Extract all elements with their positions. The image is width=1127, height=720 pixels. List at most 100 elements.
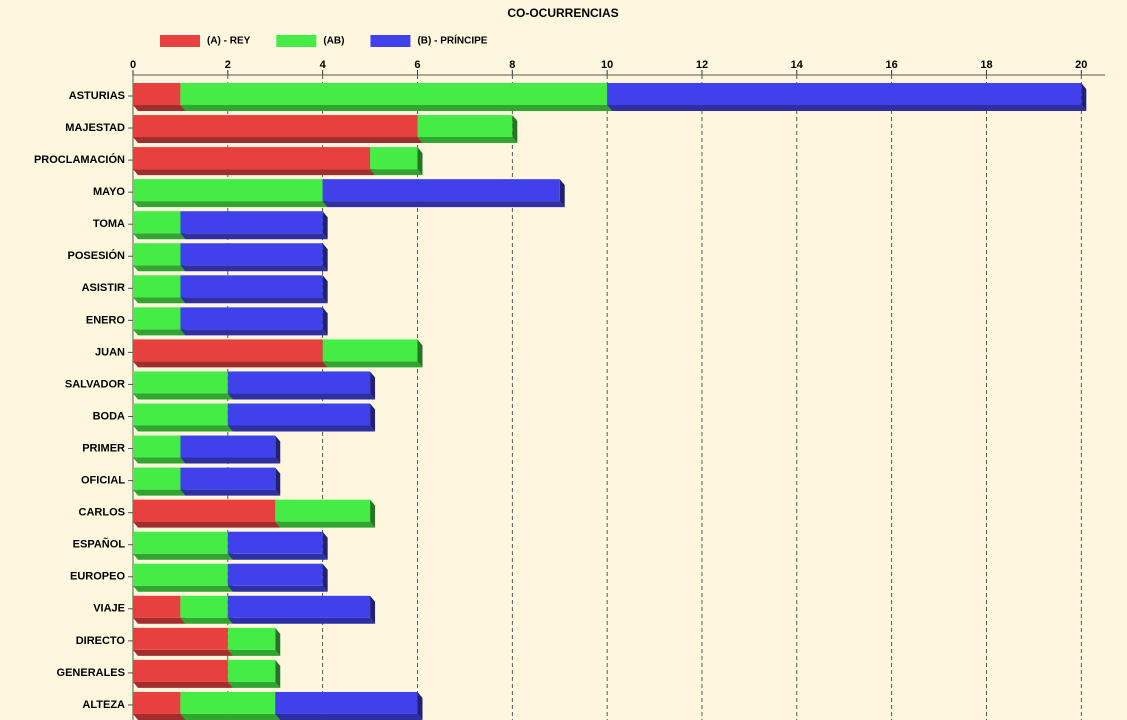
x-tick-label: 20 — [1075, 59, 1087, 71]
bar — [133, 179, 323, 202]
y-tick-label: ASTURIAS — [69, 90, 125, 102]
legend-label: (A) - REY — [207, 36, 251, 47]
bar-depth — [133, 393, 233, 400]
bar — [180, 243, 323, 266]
bar-depth — [180, 233, 328, 240]
bar — [133, 211, 181, 234]
bar — [133, 595, 181, 618]
y-tick-label: PROCLAMACIÓN — [34, 153, 125, 166]
legend-swatch — [160, 35, 200, 47]
bar — [227, 563, 323, 586]
bar-depth — [180, 265, 328, 272]
bar-side — [370, 403, 376, 432]
y-tick-label: GENERALES — [57, 667, 125, 679]
legend-label: (AB) — [323, 36, 344, 47]
bar-depth — [133, 553, 233, 560]
bar-depth — [180, 297, 328, 304]
bar-depth — [180, 713, 281, 720]
x-tick-label: 8 — [509, 59, 515, 71]
y-tick-label: POSESIÓN — [68, 249, 126, 262]
bar-depth — [227, 585, 328, 592]
bar-depth — [133, 137, 423, 144]
bar-side — [370, 499, 376, 528]
y-tick-label: VIAJE — [93, 603, 125, 615]
y-tick-label: ASISTIR — [82, 282, 125, 294]
bar — [180, 467, 276, 490]
bar-depth — [227, 393, 376, 400]
bar — [133, 275, 181, 298]
bar — [133, 627, 228, 650]
bar — [133, 435, 181, 458]
y-tick-label: ESPAÑOL — [73, 538, 126, 551]
bar — [227, 627, 276, 650]
bar-depth — [180, 617, 233, 624]
x-tick-label: 12 — [696, 59, 708, 71]
x-tick-label: 14 — [791, 59, 804, 71]
x-tick-label: 18 — [980, 59, 992, 71]
bar-side — [1081, 83, 1087, 111]
bar-side — [275, 627, 281, 656]
bar-depth — [227, 649, 281, 656]
bar-depth — [180, 457, 281, 464]
bar — [227, 403, 371, 426]
y-tick-label: EUROPEO — [70, 571, 125, 583]
bar — [133, 403, 228, 426]
x-tick-label: 6 — [414, 59, 420, 71]
bar-side — [417, 339, 423, 368]
x-tick-label: 2 — [225, 59, 231, 71]
bar-side — [512, 115, 518, 144]
bar — [133, 115, 418, 138]
bar — [227, 531, 323, 554]
bar — [180, 275, 323, 298]
bar — [607, 83, 1082, 105]
bar-depth — [370, 169, 423, 176]
bar-depth — [322, 361, 423, 368]
bar-side — [322, 307, 328, 336]
bar-side — [322, 243, 328, 272]
y-tick-label: ALTEZA — [82, 699, 125, 711]
y-tick-label: ENERO — [86, 314, 126, 326]
y-tick-label: CARLOS — [79, 507, 125, 519]
bar — [133, 531, 228, 554]
bar — [417, 115, 513, 138]
bar-depth — [322, 201, 565, 208]
bar-side — [370, 595, 376, 624]
bar — [275, 499, 371, 522]
bar-depth — [133, 265, 186, 272]
bar — [227, 659, 276, 682]
bar-depth — [133, 681, 233, 688]
bar — [133, 83, 181, 105]
bar — [180, 435, 276, 458]
bar-depth — [133, 457, 186, 464]
bar — [133, 371, 228, 394]
bar — [180, 307, 323, 330]
bar — [133, 691, 181, 714]
y-tick-label: PRIMER — [82, 442, 125, 454]
bar-depth — [227, 617, 376, 624]
x-tick-label: 4 — [320, 59, 327, 71]
bar-side — [417, 691, 423, 720]
bar — [275, 691, 418, 714]
bar-depth — [133, 649, 233, 656]
bar-depth — [607, 105, 1087, 111]
legend-label: (B) - PRÍNCIPE — [417, 34, 487, 47]
bar-side — [322, 563, 328, 592]
bar-depth — [133, 489, 186, 496]
bar-depth — [133, 585, 233, 592]
bar-depth — [133, 425, 233, 432]
legend-swatch — [276, 35, 317, 47]
bar-depth — [133, 521, 281, 528]
bar-side — [322, 211, 328, 240]
bar-depth — [275, 521, 376, 528]
bar — [133, 499, 276, 522]
y-tick-label: MAJESTAD — [65, 122, 125, 134]
bar-side — [275, 435, 281, 464]
bar — [133, 307, 181, 330]
y-tick-label: SALVADOR — [65, 378, 125, 390]
y-tick-label: BODA — [93, 410, 125, 422]
bar-depth — [133, 297, 186, 304]
y-tick-label: TOMA — [93, 218, 125, 230]
bar-depth — [227, 425, 376, 432]
bar-depth — [275, 713, 423, 720]
